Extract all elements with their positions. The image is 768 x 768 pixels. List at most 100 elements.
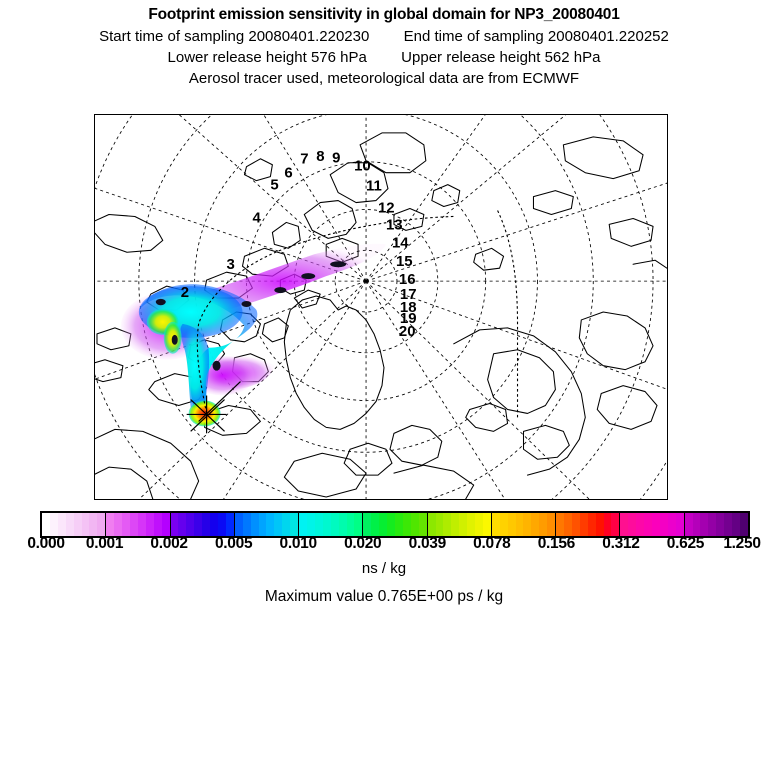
colorbar-band-0-3 (65, 513, 74, 536)
colorbar-band-5-0 (363, 513, 372, 536)
colorbar-tick-8: 0.156 (537, 535, 576, 552)
colorbar-segment-3 (234, 513, 300, 536)
colorbar-segment-4 (299, 513, 364, 536)
colorbar-band-9-7 (675, 513, 684, 536)
colorbar-band-3-7 (290, 513, 299, 536)
colorbar-band-0-0 (42, 513, 50, 536)
colorbar-segment-6 (427, 513, 492, 536)
colorbar-band-7-7 (547, 513, 556, 536)
colorbar-band-7-4 (523, 513, 532, 536)
footprint-plume (120, 243, 386, 427)
colorbar-band-2-2 (186, 513, 195, 536)
traj-label-8: 8 (316, 148, 324, 165)
colorbar-unit-label: ns / kg (361, 560, 407, 577)
colorbar-band-8-0 (556, 513, 565, 536)
colorbar-segment-0 (42, 513, 107, 536)
colorbar-band-2-5 (210, 513, 218, 536)
map-panel[interactable]: 2 3 4 5 6 7 8 9 10 11 12 13 14 15 16 17 … (94, 114, 668, 500)
colorbar-band-8-6 (603, 513, 612, 536)
colorbar-segment-10 (684, 513, 748, 536)
colorbar-tick-4: 0.010 (279, 535, 318, 552)
colorbar-band-0-6 (89, 513, 98, 536)
colorbar-segment-2 (170, 513, 235, 536)
colorbar-band-3-1 (242, 513, 251, 536)
colorbar-band-4-6 (346, 513, 355, 536)
traj-label-18: 18 (400, 299, 417, 316)
colorbar-band-9-6 (667, 513, 676, 536)
colorbar-tick-3: 0.005 (214, 535, 253, 552)
colorbar-band-2-6 (217, 513, 226, 536)
colorbar[interactable] (40, 511, 750, 538)
page-title: Footprint emission sensitivity in global… (148, 6, 620, 23)
colorbar-band-6-0 (427, 513, 436, 536)
colorbar-band-5-5 (402, 513, 411, 536)
colorbar-band-9-5 (659, 513, 668, 536)
colorbar-band-10-1 (692, 513, 701, 536)
colorbar-band-2-0 (170, 513, 179, 536)
colorbar-tick-labels: 0.000 0.001 0.002 0.005 0.010 0.020 0.039 0.078… (0, 535, 768, 555)
lower-release-height-label: Lower release height 576 hPa (167, 49, 367, 66)
colorbar-band-0-7 (97, 513, 106, 536)
traj-label-19: 19 (400, 310, 417, 327)
traj-label-2: 2 (181, 284, 189, 301)
colorbar-band-7-5 (531, 513, 540, 536)
colorbar-tick-6: 0.039 (408, 535, 447, 552)
colorbar-band-6-4 (459, 513, 468, 536)
map-canvas: 2 3 4 5 6 7 8 9 10 11 12 13 14 15 16 17 … (95, 115, 667, 499)
colorbar-band-2-1 (178, 513, 187, 536)
colorbar-band-8-3 (579, 513, 588, 536)
colorbar-band-3-0 (234, 513, 243, 536)
colorbar-band-8-2 (571, 513, 580, 536)
colorbar-band-1-5 (145, 513, 154, 536)
traj-label-14: 14 (392, 234, 409, 251)
traj-label-4: 4 (252, 209, 261, 226)
colorbar-band-3-6 (282, 513, 291, 536)
colorbar-band-5-1 (371, 513, 380, 536)
colorbar-band-7-2 (507, 513, 516, 536)
traj-label-11: 11 (366, 178, 382, 195)
colorbar-band-7-1 (499, 513, 508, 536)
end-time-label: End time of sampling 20080401.220252 (403, 28, 669, 45)
graticule-meridians (95, 115, 667, 499)
colorbar-tick-9: 0.312 (602, 535, 640, 552)
trajectory-labels: 2 3 4 5 6 7 8 9 10 11 12 13 14 15 16 17 … (181, 148, 417, 340)
colorbar-band-3-5 (274, 513, 283, 536)
traj-label-9: 9 (332, 150, 340, 167)
colorbar-band-9-3 (644, 513, 653, 536)
colorbar-band-1-3 (129, 513, 138, 536)
traj-label-20: 20 (399, 323, 416, 340)
colorbar-band-4-3 (322, 513, 331, 536)
colorbar-tick-5: 0.020 (344, 535, 382, 552)
colorbar-band-8-4 (587, 513, 596, 536)
colorbar-band-9-0 (620, 513, 629, 536)
colorbar-band-10-6 (732, 513, 740, 536)
colorbar-band-10-4 (716, 513, 725, 536)
colorbar-band-2-4 (202, 513, 211, 536)
colorbar-band-6-5 (467, 513, 476, 536)
colorbar-segment-5 (363, 513, 428, 536)
colorbar-band-10-7 (740, 513, 748, 536)
colorbar-band-9-4 (652, 513, 660, 536)
colorbar-band-6-2 (443, 513, 452, 536)
traj-label-13: 13 (386, 216, 403, 233)
traj-label-7: 7 (300, 151, 308, 168)
colorbar-band-9-1 (628, 513, 637, 536)
plume-dark-specks (155, 261, 347, 371)
colorbar-tick-2: 0.002 (150, 535, 188, 552)
release-star-icon (186, 381, 241, 434)
colorbar-band-6-7 (482, 513, 491, 536)
colorbar-band-6-6 (475, 513, 483, 536)
release-height-row: Lower release height 576 hPa Upper relea… (0, 49, 768, 66)
colorbar-band-7-6 (539, 513, 548, 536)
colorbar-band-7-0 (491, 513, 500, 536)
sampling-time-row: Start time of sampling 20080401.220230 E… (0, 28, 768, 45)
colorbar-tick-0: 0.000 (27, 535, 65, 552)
colorbar-band-1-1 (114, 513, 123, 536)
colorbar-wrap (40, 511, 750, 538)
colorbar-band-2-3 (194, 513, 203, 536)
trajectory-path (196, 210, 519, 418)
maximum-value-label: Maximum value 0.765E+00 ps / kg (264, 588, 504, 605)
colorbar-band-0-2 (57, 513, 66, 536)
colorbar-tick-7: 0.078 (473, 535, 511, 552)
colorbar-band-5-6 (410, 513, 419, 536)
